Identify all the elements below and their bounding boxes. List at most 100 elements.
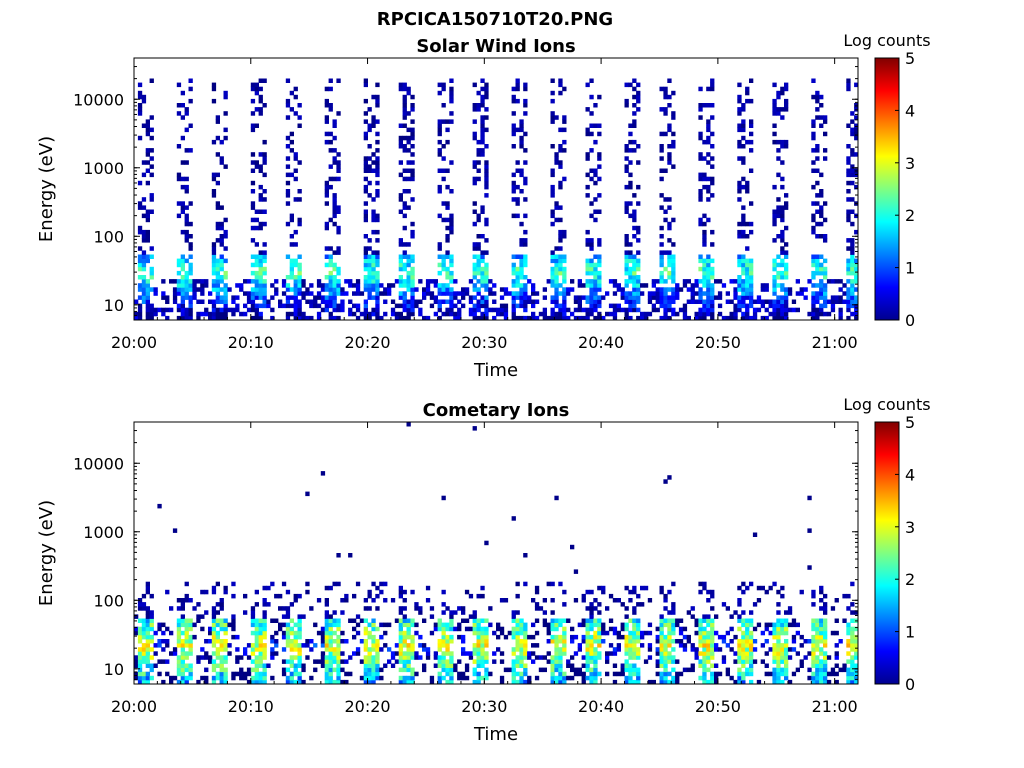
spectrogram-cell [398, 283, 403, 288]
spectrogram-cell [137, 258, 143, 264]
spectrogram-cell [375, 651, 380, 656]
spectrogram-cell [188, 242, 193, 247]
spectrogram-cell [694, 315, 699, 320]
spectrogram-cell [441, 144, 446, 149]
spectrogram-cell [519, 663, 524, 668]
spectrogram-cell [624, 184, 629, 190]
spectrogram-cell [145, 606, 150, 611]
spectrogram-cell [632, 225, 637, 231]
spectrogram-cell [363, 655, 368, 660]
spectrogram-cell [208, 659, 213, 664]
spectrogram-cell [858, 79, 862, 84]
spectrogram-cell [402, 115, 407, 120]
spectrogram-cell [145, 655, 150, 660]
spectrogram-cell [231, 295, 236, 300]
spectrogram-cell [363, 266, 368, 272]
spectrogram-cell [663, 266, 668, 272]
spectrogram-cell [320, 639, 326, 644]
spectrogram-cell [558, 78, 563, 83]
spectrogram-cell [172, 291, 178, 296]
spectrogram-cell [741, 315, 746, 320]
spectrogram-cell [153, 307, 158, 313]
spectrogram-cell [589, 283, 594, 288]
spectrogram-cell [632, 639, 637, 644]
spectrogram-cell [176, 201, 182, 206]
spectrogram-cell [274, 291, 279, 296]
spectrogram-cell [223, 622, 228, 628]
spectrogram-cell [180, 311, 185, 317]
spectrogram-cell [706, 303, 711, 309]
spectrogram-cell [262, 250, 267, 255]
spectrogram-cell [250, 606, 256, 611]
spectrogram-cell [270, 618, 275, 623]
spectrogram-cell [215, 270, 220, 276]
spectrogram-cell [702, 279, 707, 284]
spectrogram-cell [760, 315, 765, 320]
spectrogram-cell [254, 618, 259, 623]
spectrogram-cell [161, 307, 166, 313]
spectrogram-cell [823, 258, 828, 264]
spectrogram-cell [846, 651, 851, 656]
spectrogram-cell [823, 295, 828, 300]
spectrogram-cell [184, 205, 189, 210]
spectrogram-cell [667, 94, 672, 100]
spectrogram-cell [527, 315, 532, 320]
spectrogram-cell [511, 270, 516, 276]
spectrogram-cell [137, 205, 143, 210]
colorbar-tick-label: 3 [905, 518, 915, 537]
spectrogram-cell [682, 279, 688, 284]
spectrogram-cell [410, 127, 415, 133]
spectrogram-cell [316, 279, 322, 284]
spectrogram-cell [741, 254, 746, 259]
spectrogram-cell [348, 283, 353, 288]
spectrogram-cell [262, 618, 267, 623]
spectrogram-cell [523, 176, 528, 182]
spectrogram-cell [301, 291, 306, 296]
spectrogram-cell [659, 630, 664, 636]
spectrogram-cell [297, 655, 302, 660]
spectrogram-cell [737, 675, 742, 681]
spectrogram-cell [223, 90, 228, 96]
spectrogram-cell [550, 295, 555, 300]
spectrogram-cell [659, 315, 664, 320]
spectrogram-cell [371, 634, 376, 640]
spectrogram-cell [250, 82, 256, 88]
spectrogram-cell [690, 667, 695, 673]
colorbar-label: Log counts [843, 31, 930, 50]
spectrogram-cell [425, 655, 431, 660]
spectrogram-cell [811, 213, 816, 219]
spectrogram-cell [784, 144, 789, 149]
spectrogram-cell [550, 639, 555, 644]
spectrogram-cell [429, 630, 435, 636]
spectrogram-cell [756, 679, 762, 684]
spectrogram-cell [472, 107, 477, 112]
spectrogram-cell [480, 209, 485, 214]
spectrogram-cell [819, 123, 824, 128]
spectrogram-cell [710, 626, 715, 632]
spectrogram-cell [484, 275, 489, 280]
spectrogram-cell [628, 679, 633, 684]
spectrogram-cell [141, 622, 147, 628]
spectrogram-cell [441, 655, 446, 660]
spectrogram-cell [659, 585, 664, 591]
spectrogram-cell [484, 115, 489, 120]
spectrogram-cell [211, 659, 217, 664]
spectrogram-cell [410, 639, 415, 644]
spectrogram-cell [823, 655, 828, 660]
spectrogram-cell [176, 144, 182, 149]
spectrogram-cell [624, 238, 629, 243]
spectrogram-cell [414, 303, 419, 309]
spectrogram-cell [328, 283, 333, 288]
spectrogram-cell [204, 651, 209, 656]
spectrogram-cell [472, 209, 477, 214]
spectrogram-cell [297, 626, 302, 632]
spectrogram-cell [336, 643, 341, 648]
spectrogram-cell [145, 213, 150, 219]
spectrogram-cell [725, 291, 730, 296]
spectrogram-cell [799, 659, 804, 664]
spectrogram-cell [484, 176, 489, 182]
spectrogram-cell [215, 675, 220, 681]
spectrogram-cell [698, 663, 703, 668]
spectrogram-cell [566, 675, 571, 681]
spectrogram-cell [566, 315, 571, 320]
